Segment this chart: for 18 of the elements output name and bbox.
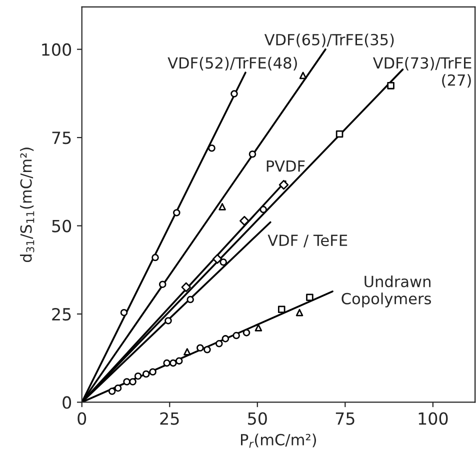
y-tick-label: 0 (62, 396, 72, 409)
series-label: VDF / TeFE (268, 234, 348, 248)
x-tick-label: 75 (336, 412, 354, 425)
x-tick-label: 0 (78, 412, 86, 425)
series-label: PVDF (266, 160, 305, 172)
series-label: VDF(65)/TrFE(35) (264, 34, 394, 48)
x-tick-label: 25 (160, 412, 179, 425)
x-axis-title: P$_{r}$(mC/m²) (241, 434, 316, 448)
series-label: Undrawn Copolymers (342, 275, 431, 308)
series-label: VDF(73)/TrFE (27) (372, 56, 472, 88)
y-tick-label: 50 (52, 220, 72, 232)
series-label: VDF(52)/TrFE(48) (168, 56, 297, 71)
y-tick-label: 100 (42, 43, 72, 56)
y-tick-label: 75 (52, 132, 71, 144)
y-axis-title: d$_{31}$/S$_{11}$(mC/m²) (20, 148, 34, 262)
y-tick-label: 25 (52, 308, 71, 321)
x-tick-label: 50 (248, 412, 267, 425)
x-tick-label: 100 (418, 412, 448, 425)
